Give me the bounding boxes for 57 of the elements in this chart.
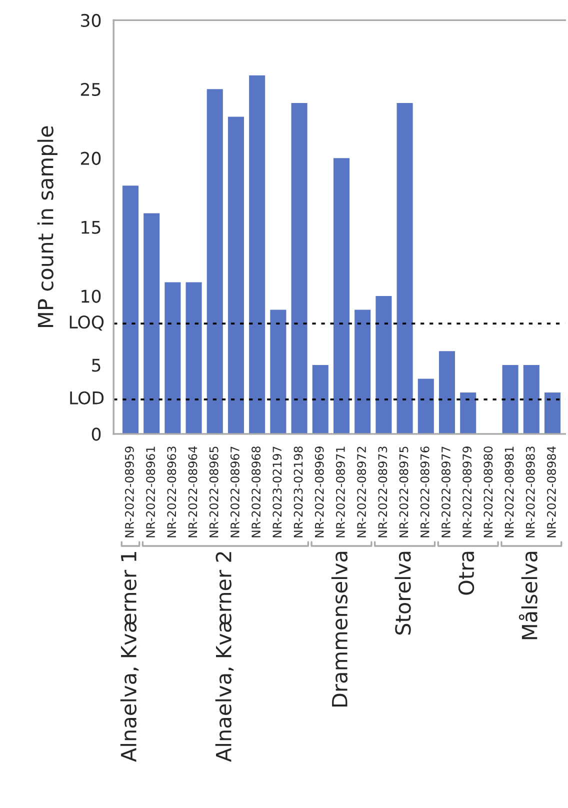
bar	[144, 213, 160, 434]
y-tick-label: 15	[82, 220, 100, 234]
text: Alnaelva, Kværner 2	[215, 552, 234, 762]
x-tick-label: NR-2022-08977	[441, 446, 450, 538]
ref-line-label: LOD	[70, 391, 104, 404]
x-tick-label: NR-2022-08968	[252, 446, 261, 538]
x-tick-label: NR-2022-08973	[378, 446, 388, 538]
bar	[206, 89, 223, 434]
x-tick-label: NR-2022-08981	[504, 446, 514, 538]
bar	[354, 310, 371, 434]
y-tick-label: 25	[80, 82, 100, 96]
ref-line-label: LOQ	[70, 315, 104, 331]
x-tick-label: NR-2022-08961	[146, 446, 156, 538]
y-tick-label: 10	[82, 290, 101, 303]
x-tick-label: NR-2022-08971	[336, 446, 345, 538]
bar	[312, 364, 328, 434]
text: Storelva	[394, 552, 411, 635]
bar	[249, 75, 266, 434]
bar	[333, 158, 350, 434]
x-tick-label: NR-2022-08969	[314, 446, 324, 538]
bar	[502, 364, 518, 434]
x-tick-label: NR-2022-08965	[209, 446, 218, 538]
text: Alnaelva, Kværner 1	[120, 552, 139, 762]
y-tick-label: 20	[80, 152, 101, 165]
bar	[460, 392, 476, 434]
x-tick-label: NR-2022-08963	[167, 446, 176, 538]
y-tick-label: 5	[92, 358, 100, 372]
bar	[544, 392, 561, 434]
x-tick-label: NR-2022-08975	[399, 446, 408, 538]
x-tick-label: NR-2022-08983	[526, 446, 535, 538]
y-tick-label: 30	[81, 14, 101, 28]
bar	[164, 282, 181, 434]
x-tick-label: NR-2022-08964	[188, 446, 198, 538]
text: Målselva	[518, 552, 538, 640]
bar	[396, 102, 413, 434]
text: Drammenselva	[331, 552, 348, 707]
x-tick-label: NR-2022-08979	[462, 446, 472, 538]
bar	[376, 296, 392, 434]
x-tick-label: NR-2022-08980	[484, 446, 493, 538]
bar	[438, 351, 456, 434]
x-tick-label: NR-2022-08976	[420, 446, 430, 538]
x-tick-label: NR-2023-02198	[294, 446, 303, 538]
y-tick-label: 0	[92, 428, 101, 441]
x-tick-label: NR-2022-08959	[124, 446, 134, 538]
x-tick-label: NR-2022-08984	[546, 446, 556, 538]
text: Otra	[458, 552, 474, 595]
bar	[523, 364, 540, 434]
bar	[122, 186, 138, 434]
y-axis-title: MP count in sample	[37, 126, 58, 327]
bar	[228, 116, 244, 434]
bar	[418, 378, 434, 434]
bar	[291, 102, 308, 434]
x-tick-label: NR-2022-08972	[357, 446, 366, 538]
bar	[186, 282, 202, 434]
bar	[270, 310, 286, 434]
x-tick-label: NR-2022-08967	[230, 446, 240, 538]
x-tick-label: NR-2023-02197	[272, 446, 282, 538]
